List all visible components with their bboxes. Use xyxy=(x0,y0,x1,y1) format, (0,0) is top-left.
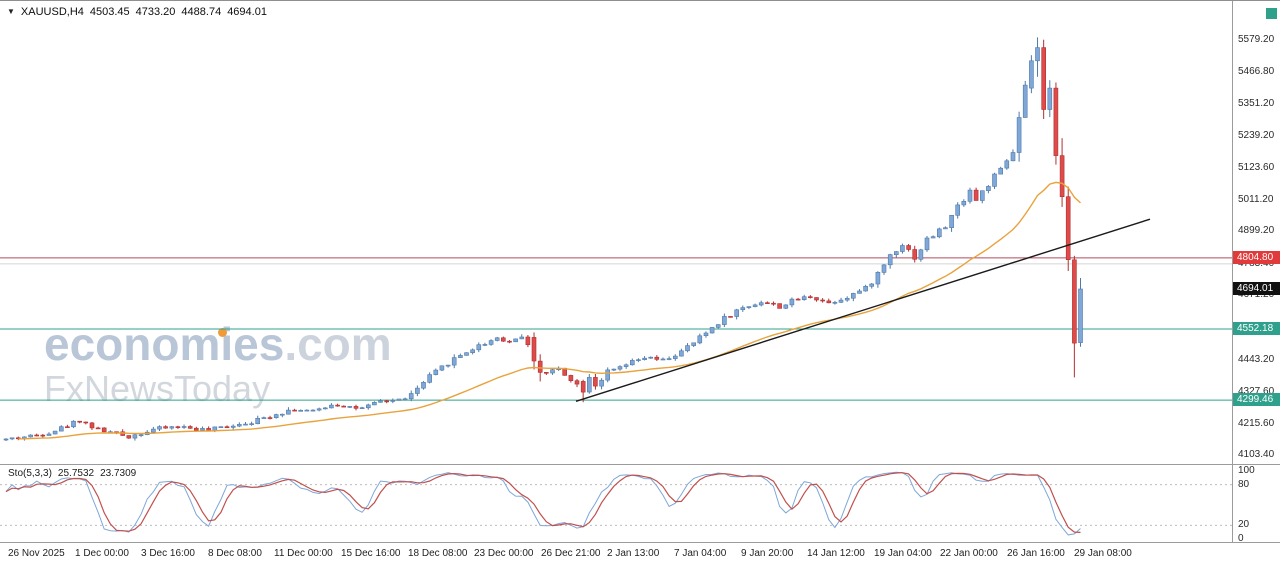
symbol-ohlc-bar: ▼ XAUUSD,H4 4503.45 4733.20 4488.74 4694… xyxy=(7,6,267,18)
price-axis-tick: 5239.20 xyxy=(1238,130,1275,141)
stochastic-pane[interactable] xyxy=(0,465,1232,542)
corner-marker-icon[interactable] xyxy=(1266,8,1277,19)
price-axis-tick: 5123.60 xyxy=(1238,162,1275,173)
stoch-axis-tick: 100 xyxy=(1238,465,1255,476)
main-chart-pane[interactable] xyxy=(0,1,1232,465)
price-axis-tick: 4899.20 xyxy=(1238,225,1275,236)
time-axis-label: 3 Dec 16:00 xyxy=(141,548,195,559)
price-axis-tick: 5579.20 xyxy=(1238,34,1275,45)
time-axis-label: 1 Dec 00:00 xyxy=(75,548,129,559)
stochastic-name: Sto(5,3,3) xyxy=(8,468,52,479)
candles-layer xyxy=(3,37,1083,441)
stochastic-label: Sto(5,3,3) 25.7532 23.7309 xyxy=(8,468,136,479)
time-axis-label: 14 Jan 12:00 xyxy=(807,548,865,559)
time-axis[interactable]: 26 Nov 2025 1 Dec 00:00 3 Dec 16:00 8 Dec 0… xyxy=(0,543,1280,567)
stoch-d-line xyxy=(5,472,1081,533)
price-axis-tick: 5011.20 xyxy=(1238,194,1274,205)
time-axis-label: 8 Dec 08:00 xyxy=(208,548,262,559)
price-badge-current-price: 4694.01 xyxy=(1233,282,1280,295)
price-badge-support: 4552.18 xyxy=(1233,322,1280,335)
price-badge-resistance: 4804.80 xyxy=(1233,251,1280,264)
time-axis-label: 9 Jan 20:00 xyxy=(741,548,794,559)
trendline[interactable] xyxy=(575,218,1151,402)
time-axis-label: 22 Jan 00:00 xyxy=(940,548,998,559)
bar-open-value: 4503.45 xyxy=(89,6,130,18)
time-axis-label: 26 Nov 2025 xyxy=(8,548,65,559)
price-axis-tick: 5351.20 xyxy=(1238,98,1275,109)
price-badge-support: 4299.46 xyxy=(1233,393,1280,406)
stochastic-signal-value: 23.7309 xyxy=(100,468,137,479)
time-axis-label: 2 Jan 13:00 xyxy=(607,548,660,559)
time-axis-label: 29 Jan 08:00 xyxy=(1074,548,1132,559)
time-axis-separator xyxy=(0,542,1280,543)
time-axis-label: 11 Dec 00:00 xyxy=(274,548,333,559)
candlestick-plot[interactable] xyxy=(0,1,1232,465)
watermark-brand: economies.com xyxy=(44,321,392,368)
price-axis-tick: 4215.60 xyxy=(1238,418,1275,429)
watermark-brand-text: economies xyxy=(44,318,285,370)
stoch-axis-tick: 20 xyxy=(1238,519,1250,530)
price-axis-tick: 5466.80 xyxy=(1238,66,1275,77)
watermark-brand-suffix: .com xyxy=(284,318,392,370)
stoch-axis-tick: 0 xyxy=(1238,533,1244,544)
price-axis-separator xyxy=(1232,1,1233,542)
dropdown-arrow-icon[interactable]: ▼ xyxy=(7,6,15,16)
time-axis-label: 7 Jan 04:00 xyxy=(674,548,727,559)
pane-separator[interactable] xyxy=(0,464,1280,465)
stochastic-plot[interactable] xyxy=(0,465,1232,542)
stoch-k-line xyxy=(5,471,1081,536)
time-axis-label: 15 Dec 16:00 xyxy=(341,548,401,559)
price-axis-tick: 4327.60 xyxy=(1238,386,1275,397)
time-axis-label: 26 Dec 21:00 xyxy=(541,548,601,559)
moving-average-line[interactable] xyxy=(18,181,1081,440)
watermark-i-dot-icon xyxy=(218,328,227,337)
time-axis-label: 26 Jan 16:00 xyxy=(1007,548,1065,559)
symbol-label: XAUUSD,H4 xyxy=(20,6,84,18)
time-axis-label: 23 Dec 00:00 xyxy=(474,548,534,559)
price-axis-tick: 4443.20 xyxy=(1238,354,1275,365)
bar-low-value: 4488.74 xyxy=(181,6,222,18)
time-axis-label: 19 Jan 04:00 xyxy=(874,548,932,559)
watermark: economies.com FxNewsToday xyxy=(44,321,392,408)
bar-high-value: 4733.20 xyxy=(135,6,176,18)
stoch-axis-tick: 80 xyxy=(1238,479,1250,490)
price-axis[interactable]: 5579.20 5466.80 5351.20 5239.20 5123.60 5011.… xyxy=(1233,1,1280,567)
price-axis-tick: 4103.40 xyxy=(1238,449,1275,460)
stochastic-main-value: 25.7532 xyxy=(57,468,95,479)
time-axis-label: 18 Dec 08:00 xyxy=(408,548,468,559)
bar-close-value: 4694.01 xyxy=(227,6,267,18)
